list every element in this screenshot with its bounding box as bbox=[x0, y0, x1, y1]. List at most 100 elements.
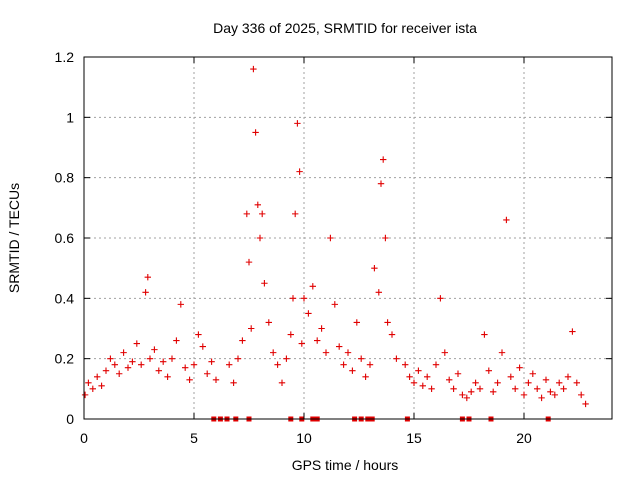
data-point bbox=[410, 379, 418, 386]
data-point bbox=[212, 376, 220, 383]
data-point bbox=[248, 325, 255, 332]
data-point bbox=[371, 264, 378, 272]
chart-title: Day 336 of 2025, SRMTID for receiver ist… bbox=[213, 20, 477, 36]
data-point bbox=[287, 331, 294, 338]
data-point bbox=[432, 361, 440, 368]
data-point bbox=[292, 210, 299, 218]
data-point bbox=[353, 319, 360, 326]
data-point bbox=[305, 310, 312, 317]
data-point bbox=[270, 349, 277, 356]
data-point bbox=[551, 391, 558, 399]
data-point bbox=[265, 319, 272, 326]
data-point bbox=[375, 289, 382, 296]
data-point bbox=[507, 373, 514, 380]
y-tick-label: 0 bbox=[66, 411, 74, 427]
x-tick-label: 15 bbox=[406, 430, 422, 446]
data-point bbox=[107, 355, 114, 362]
data-point bbox=[98, 382, 105, 390]
data-point bbox=[230, 379, 237, 386]
data-point bbox=[402, 361, 409, 368]
data-point bbox=[89, 385, 96, 393]
data-point bbox=[459, 391, 466, 399]
data-point bbox=[573, 379, 580, 386]
data-point bbox=[463, 394, 470, 402]
data-point bbox=[138, 361, 145, 368]
data-point bbox=[283, 355, 290, 362]
data-point bbox=[309, 283, 316, 290]
data-point bbox=[173, 337, 180, 344]
data-point bbox=[419, 382, 426, 390]
data-point bbox=[81, 391, 89, 399]
data-point bbox=[318, 325, 325, 332]
data-point bbox=[481, 331, 488, 338]
data-point bbox=[485, 367, 492, 374]
grid bbox=[84, 57, 612, 419]
data-point bbox=[259, 210, 266, 218]
data-point bbox=[569, 328, 576, 335]
data-point bbox=[245, 258, 253, 266]
data-point bbox=[547, 388, 554, 396]
data-point bbox=[195, 331, 202, 338]
data-point bbox=[234, 355, 242, 362]
data-point bbox=[441, 349, 448, 356]
data-point bbox=[151, 346, 158, 353]
data-point bbox=[564, 373, 572, 380]
x-tick-label: 5 bbox=[190, 430, 198, 446]
data-point bbox=[494, 379, 501, 386]
data-point bbox=[254, 201, 261, 209]
data-point bbox=[120, 349, 127, 356]
data-point bbox=[327, 234, 334, 242]
data-point bbox=[133, 340, 140, 347]
data-point bbox=[516, 364, 523, 371]
data-point bbox=[454, 370, 462, 377]
data-point bbox=[146, 355, 154, 362]
y-tick-label: 0.6 bbox=[55, 230, 75, 246]
data-point bbox=[582, 400, 589, 408]
data-point bbox=[182, 364, 189, 371]
data-point bbox=[155, 367, 162, 374]
data-point bbox=[446, 376, 453, 383]
data-point bbox=[168, 355, 176, 362]
y-axis-label: SRMTID / TECUs bbox=[6, 183, 22, 293]
data-points bbox=[81, 65, 589, 408]
data-point bbox=[362, 373, 369, 380]
data-point bbox=[542, 376, 550, 383]
y-tick-label: 1.2 bbox=[55, 49, 75, 65]
data-point bbox=[208, 358, 215, 365]
data-point bbox=[164, 373, 171, 380]
data-point bbox=[226, 361, 233, 368]
data-point bbox=[468, 388, 475, 396]
data-point bbox=[384, 319, 391, 326]
data-point bbox=[534, 385, 541, 393]
tick-marks bbox=[83, 56, 612, 420]
data-point bbox=[450, 385, 457, 393]
x-axis-label: GPS time / hours bbox=[292, 457, 399, 473]
data-point bbox=[415, 367, 422, 374]
data-point bbox=[186, 376, 193, 383]
data-point bbox=[243, 210, 250, 218]
data-point bbox=[393, 355, 400, 362]
data-point bbox=[298, 340, 305, 347]
data-point bbox=[289, 295, 297, 302]
y-tick-label: 1 bbox=[66, 109, 74, 125]
data-point bbox=[144, 274, 151, 281]
data-point bbox=[274, 361, 281, 368]
data-point bbox=[437, 295, 444, 302]
data-point bbox=[366, 361, 374, 368]
data-point bbox=[296, 168, 303, 175]
data-point bbox=[380, 156, 387, 163]
data-point bbox=[388, 331, 396, 338]
x-tick-label: 10 bbox=[296, 430, 312, 446]
data-point bbox=[111, 361, 118, 368]
data-point bbox=[239, 337, 246, 344]
data-point bbox=[424, 373, 431, 380]
y-tick-label: 0.8 bbox=[55, 170, 75, 186]
tick-labels: 0 0.2 0.4 0.6 0.8 1 1.2 0 5 10 15 20 bbox=[55, 49, 532, 446]
data-point bbox=[124, 364, 132, 371]
data-point bbox=[102, 367, 110, 374]
data-point bbox=[331, 301, 338, 308]
data-point bbox=[250, 65, 257, 73]
y-tick-label: 0.2 bbox=[55, 351, 75, 367]
data-point bbox=[261, 280, 268, 287]
